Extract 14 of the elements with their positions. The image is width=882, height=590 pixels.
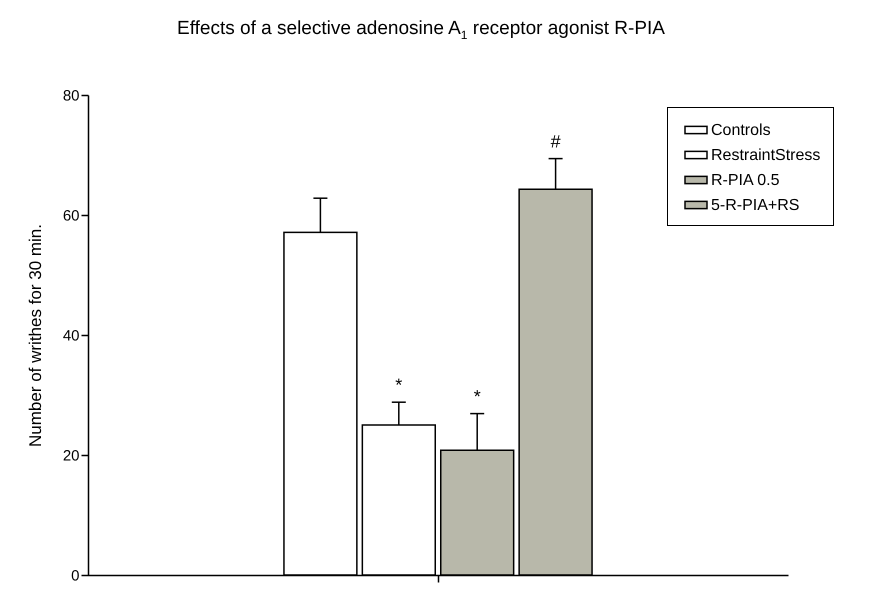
legend-label: R-PIA 0.5 — [711, 172, 780, 189]
legend-label: Controls — [711, 122, 771, 139]
y-tick-label: 60 — [62, 208, 80, 224]
data-label: # — [550, 132, 561, 152]
legend-label: 5-R-PIA+RS — [711, 197, 800, 214]
y-tick-label: 0 — [71, 568, 80, 584]
legend-label: RestraintStress — [711, 147, 820, 164]
y-tick-label: 40 — [62, 328, 80, 344]
data-label: * — [474, 386, 481, 407]
y-axis-title: Number of writhes for 30 min. — [26, 224, 45, 447]
y-tick-label: 80 — [62, 88, 80, 104]
y-tick-label: 20 — [62, 448, 80, 464]
data-label: * — [395, 375, 402, 396]
chart-title: Effects of a selective adenosine A$_{1}$ receptor agonist R-PIA — [176, 18, 666, 42]
